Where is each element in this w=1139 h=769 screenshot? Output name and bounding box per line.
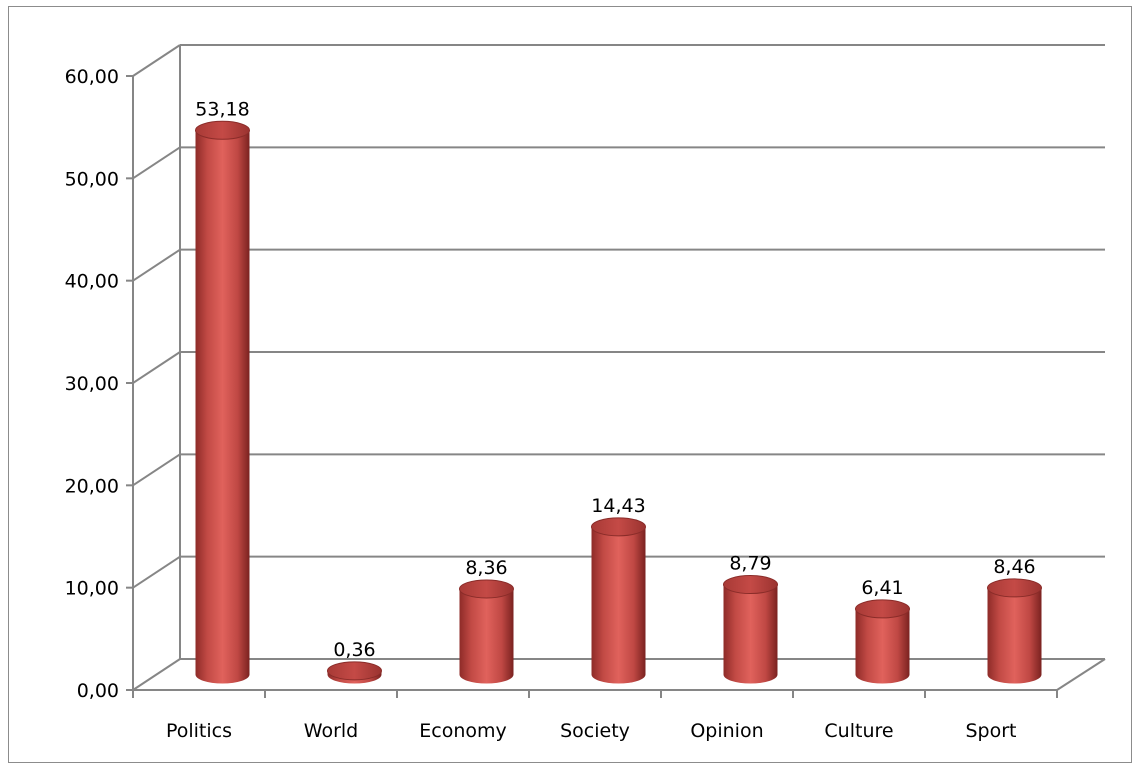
data-label: 8,79 [729, 553, 771, 575]
y-tick-label: 40,00 [65, 271, 119, 293]
bar-top [459, 579, 514, 599]
labels-layer: 0,00 10,00 20,00 30,00 40,00 50,00 60,00 53,18 P… [65, 66, 1036, 742]
x-tick-label: Sport [965, 720, 1016, 742]
side-wall-line [132, 453, 181, 487]
bar [459, 579, 514, 684]
data-label: 8,36 [465, 557, 507, 579]
bar-top [591, 517, 646, 537]
axis-layer [126, 75, 1106, 698]
side-wall-line [132, 351, 181, 384]
data-label: 53,18 [195, 98, 249, 120]
bar-top [327, 661, 382, 681]
data-label: 14,43 [591, 495, 645, 517]
bar-body [459, 588, 514, 684]
bar-body [855, 608, 910, 684]
y-tick-label: 50,00 [65, 168, 119, 190]
side-wall-line [132, 146, 181, 180]
floor-edge [1056, 658, 1106, 691]
side-wall-line [132, 44, 181, 77]
side-wall-line [132, 658, 181, 691]
bar-body [591, 526, 646, 684]
bar [327, 661, 382, 684]
bar [723, 575, 778, 684]
data-label: 8,46 [993, 556, 1035, 578]
x-tick-label: Culture [824, 720, 893, 742]
bar-body [987, 587, 1042, 684]
x-tick-label: Economy [419, 720, 507, 742]
bar [855, 599, 910, 684]
x-tick-label: Politics [166, 720, 232, 742]
bar [987, 578, 1042, 684]
y-tick-label: 20,00 [65, 475, 119, 497]
bar-top [195, 120, 250, 140]
side-wall-line [132, 555, 181, 589]
data-label: 0,36 [333, 639, 375, 661]
y-tick-label: 60,00 [65, 66, 119, 88]
bar-body [723, 584, 778, 684]
bar-body [195, 130, 250, 684]
x-tick-label: Society [560, 720, 630, 742]
bar-top [855, 599, 910, 619]
y-tick-label: 30,00 [65, 373, 119, 395]
bar-top [987, 578, 1042, 598]
data-label: 6,41 [861, 577, 903, 599]
side-wall-line [132, 248, 181, 282]
chart-frame [8, 6, 1132, 763]
bar [591, 517, 646, 684]
x-tick-label: Opinion [690, 720, 763, 742]
x-tick-label: World [304, 720, 358, 742]
bar [195, 120, 250, 684]
bars-layer [195, 120, 1042, 684]
bar-top [723, 575, 778, 595]
grid-layer [132, 44, 1105, 691]
y-tick-label: 10,00 [65, 578, 119, 600]
y-tick-label: 0,00 [77, 680, 119, 702]
